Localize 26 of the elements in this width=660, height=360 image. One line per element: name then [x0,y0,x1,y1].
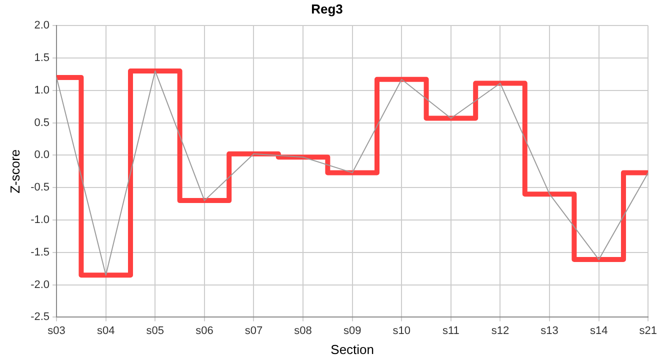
chart-title: Reg3 [311,1,343,16]
x-tick-label: s12 [491,324,510,337]
x-tick-label: s06 [196,324,214,337]
x-tick-label: s07 [244,324,263,337]
x-tick-label: s09 [343,324,362,337]
x-tick-label: s11 [442,324,460,337]
x-tick-label: s21 [639,324,658,337]
x-tick-label: s03 [48,324,66,337]
y-tick-label: -1.5 [30,246,50,258]
y-tick-label: -2.5 [30,311,50,324]
y-tick-label: 2.0 [34,20,50,32]
x-tick-label: s05 [146,324,164,337]
y-tick-label: 1.5 [34,52,50,64]
y-tick-label: 0.5 [34,116,50,129]
x-axis-title: Section [330,342,374,357]
y-tick-label: -1.0 [30,214,50,226]
x-tick-label: s04 [96,324,115,337]
x-tick-label: s10 [392,324,411,337]
x-tick-label: s14 [590,324,608,337]
x-tick-label: s13 [540,324,558,337]
y-axis-title: Z-score [7,149,22,194]
y-tick-label: -2.0 [30,278,50,291]
y-tick-label: -0.5 [30,182,50,194]
x-tick-label: s08 [294,324,312,337]
y-tick-label: 1.0 [34,84,50,96]
y-tick-label: 0.0 [34,149,50,162]
